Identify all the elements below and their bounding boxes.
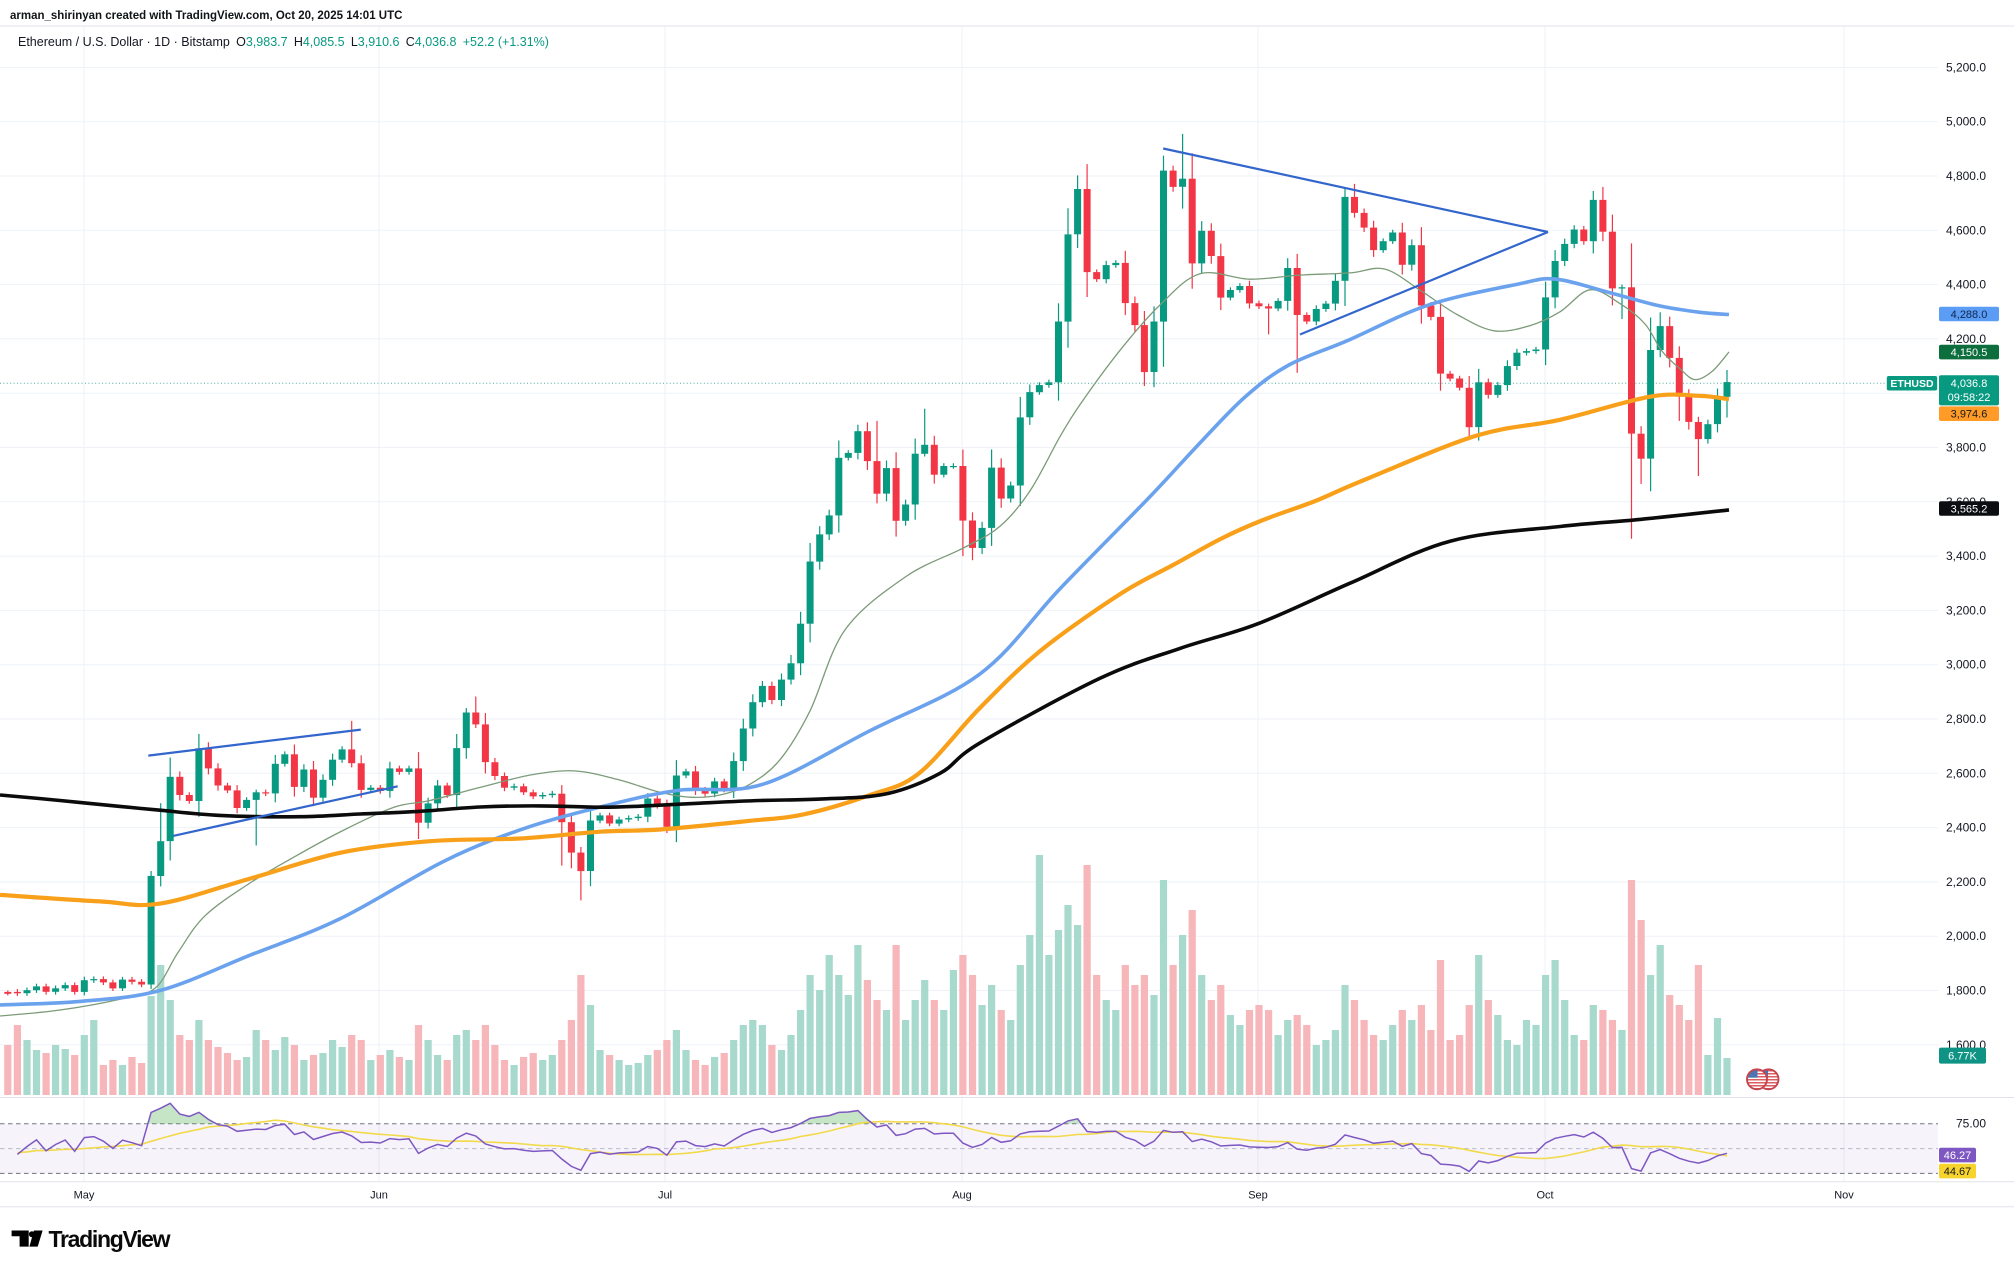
svg-text:4,036.8: 4,036.8 [1951, 378, 1988, 390]
svg-text:Aug: Aug [952, 1190, 972, 1202]
svg-text:5,200.0: 5,200.0 [1946, 60, 1986, 74]
svg-text:ETHUSD: ETHUSD [1890, 378, 1934, 390]
svg-text:3,565.2: 3,565.2 [1951, 504, 1988, 516]
svg-text:4,600.0: 4,600.0 [1946, 223, 1986, 237]
svg-text:Oct: Oct [1536, 1190, 1553, 1202]
svg-text:2,600.0: 2,600.0 [1946, 766, 1986, 780]
svg-text:3,000.0: 3,000.0 [1946, 658, 1986, 672]
svg-text:Jul: Jul [658, 1190, 672, 1202]
svg-text:arman_shirinyan created with T: arman_shirinyan created with TradingView… [10, 10, 402, 22]
svg-text:5,000.0: 5,000.0 [1946, 115, 1986, 129]
svg-text:44.67: 44.67 [1944, 1166, 1972, 1178]
svg-text:4,800.0: 4,800.0 [1946, 169, 1986, 183]
svg-text:May: May [74, 1190, 95, 1202]
svg-text:2,200.0: 2,200.0 [1946, 875, 1986, 889]
svg-text:2,000.0: 2,000.0 [1946, 929, 1986, 943]
svg-text:09:58:22: 09:58:22 [1948, 392, 1991, 404]
svg-text:Jun: Jun [370, 1190, 388, 1202]
svg-text:4,150.5: 4,150.5 [1951, 347, 1988, 359]
svg-text:Ethereum / U.S. Dollar · 1D ·: Ethereum / U.S. Dollar · 1D · Bitstamp O… [18, 35, 549, 49]
svg-text:3,974.6: 3,974.6 [1951, 409, 1988, 421]
svg-text:3,400.0: 3,400.0 [1946, 549, 1986, 563]
svg-text:4,400.0: 4,400.0 [1946, 278, 1986, 292]
svg-text:TradingView: TradingView [49, 1226, 171, 1252]
svg-text:4,200.0: 4,200.0 [1946, 332, 1986, 346]
svg-text:3,200.0: 3,200.0 [1946, 603, 1986, 617]
svg-text:6.77K: 6.77K [1948, 1051, 1977, 1063]
svg-text:2,800.0: 2,800.0 [1946, 712, 1986, 726]
svg-text:75.00: 75.00 [1956, 1117, 1986, 1131]
svg-text:Nov: Nov [1834, 1190, 1854, 1202]
svg-text:4,288.0: 4,288.0 [1951, 309, 1988, 321]
svg-text:1,800.0: 1,800.0 [1946, 984, 1986, 998]
svg-text:3,800.0: 3,800.0 [1946, 441, 1986, 455]
svg-text:46.27: 46.27 [1944, 1150, 1972, 1162]
svg-text:2,400.0: 2,400.0 [1946, 821, 1986, 835]
svg-text:Sep: Sep [1248, 1190, 1268, 1202]
